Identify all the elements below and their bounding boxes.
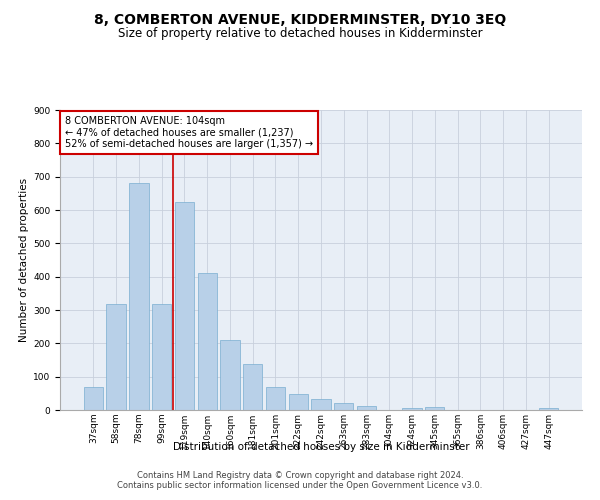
Bar bbox=[311, 399, 331, 410]
Text: Contains HM Land Registry data © Crown copyright and database right 2024.
Contai: Contains HM Land Registry data © Crown c… bbox=[118, 470, 482, 490]
Bar bbox=[175, 202, 194, 410]
Bar bbox=[197, 274, 217, 410]
Bar bbox=[152, 304, 172, 410]
Bar bbox=[106, 304, 126, 410]
Bar bbox=[425, 408, 445, 410]
Bar bbox=[539, 408, 558, 410]
Bar bbox=[129, 184, 149, 410]
Bar bbox=[289, 394, 308, 410]
Text: Size of property relative to detached houses in Kidderminster: Size of property relative to detached ho… bbox=[118, 28, 482, 40]
Bar bbox=[243, 364, 262, 410]
Y-axis label: Number of detached properties: Number of detached properties bbox=[19, 178, 29, 342]
Bar bbox=[357, 406, 376, 410]
Text: 8, COMBERTON AVENUE, KIDDERMINSTER, DY10 3EQ: 8, COMBERTON AVENUE, KIDDERMINSTER, DY10… bbox=[94, 12, 506, 26]
Bar bbox=[403, 408, 422, 410]
Text: 8 COMBERTON AVENUE: 104sqm
← 47% of detached houses are smaller (1,237)
52% of s: 8 COMBERTON AVENUE: 104sqm ← 47% of deta… bbox=[65, 116, 313, 149]
Bar bbox=[266, 388, 285, 410]
Text: Distribution of detached houses by size in Kidderminster: Distribution of detached houses by size … bbox=[173, 442, 469, 452]
Bar bbox=[220, 340, 239, 410]
Bar bbox=[84, 386, 103, 410]
Bar bbox=[334, 402, 353, 410]
